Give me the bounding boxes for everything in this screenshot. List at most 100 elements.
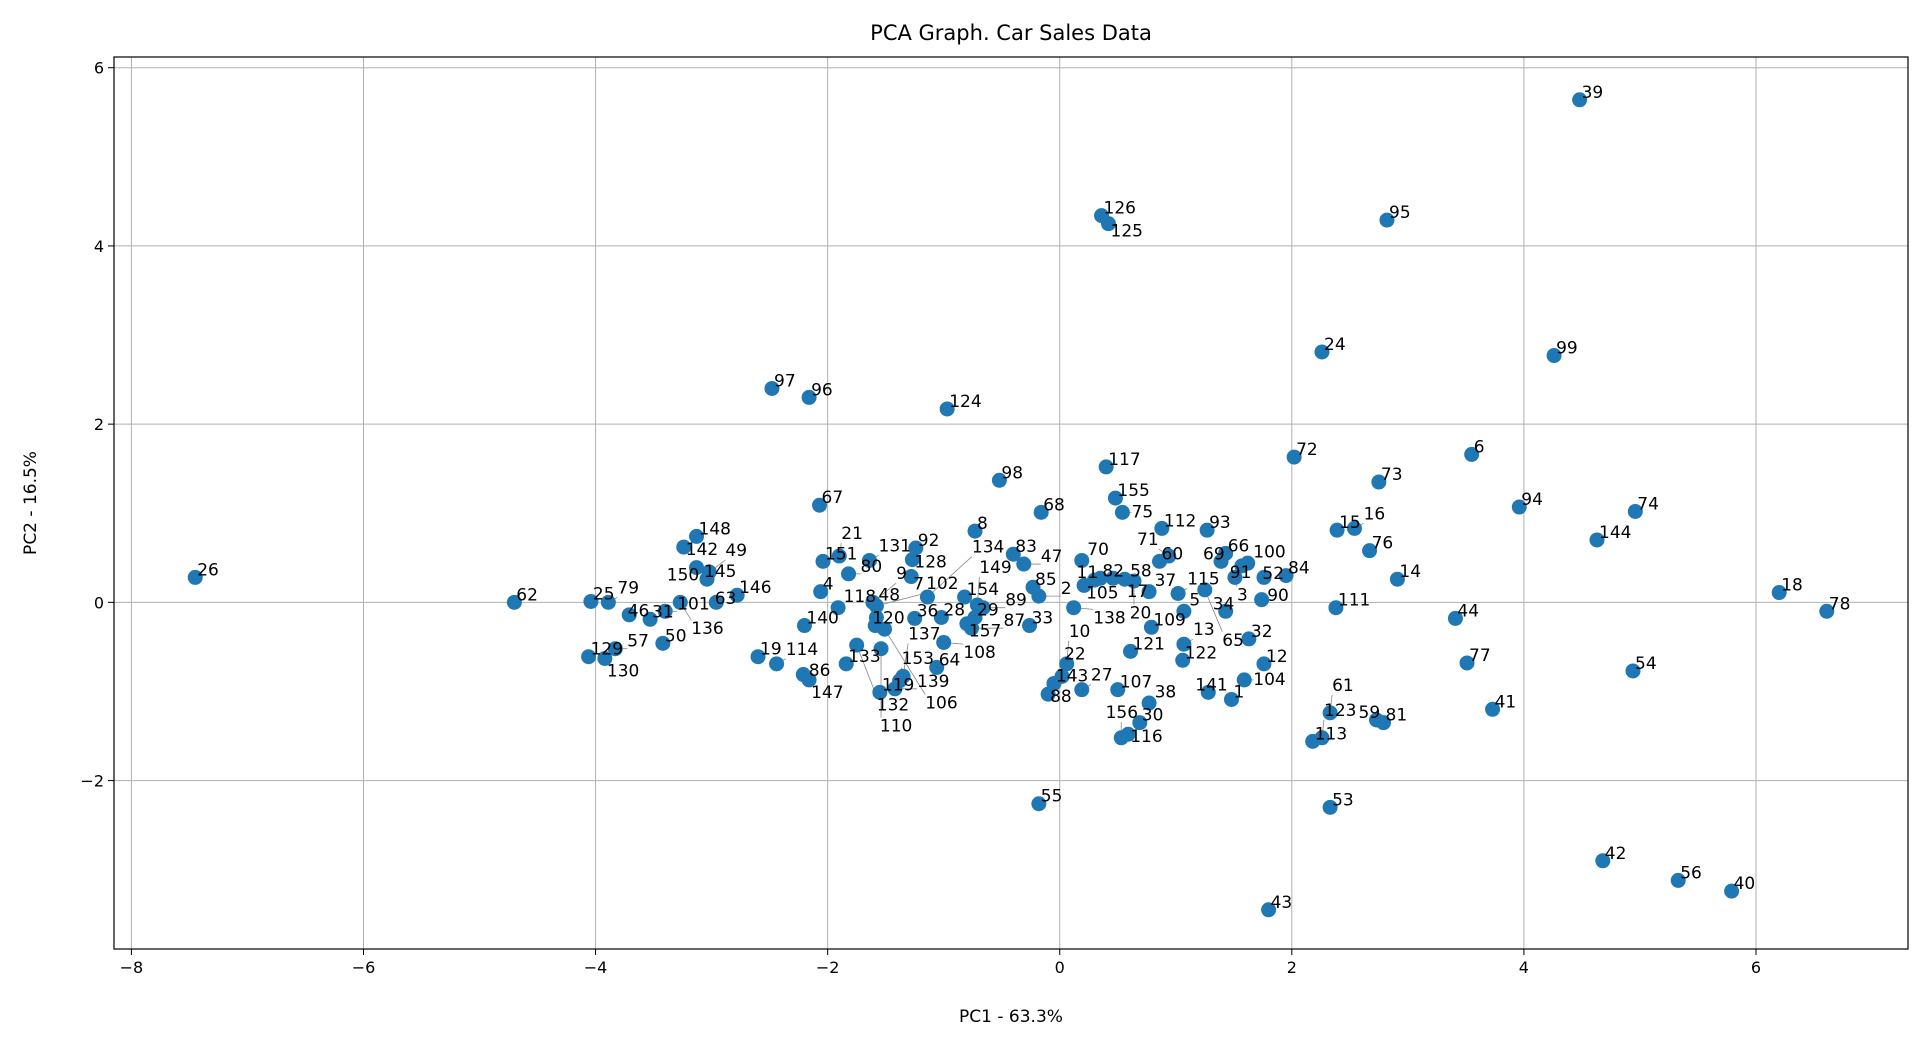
data-label: 40 <box>1734 874 1756 894</box>
data-point <box>1459 655 1475 671</box>
data-point <box>1154 520 1170 536</box>
data-point <box>887 681 903 697</box>
data-label: 157 <box>969 622 1001 642</box>
data-point <box>1371 474 1387 490</box>
data-point <box>187 569 203 585</box>
data-point <box>933 610 949 626</box>
data-point <box>1066 600 1082 616</box>
data-label: 92 <box>918 531 940 551</box>
data-label: 2 <box>1061 579 1072 599</box>
data-point <box>1329 522 1345 538</box>
label-leader-line <box>876 592 927 607</box>
data-point <box>1485 701 1501 717</box>
y-tick-label: 0 <box>94 593 104 612</box>
data-label: 65 <box>1222 631 1244 651</box>
data-label: 97 <box>774 372 796 392</box>
data-point <box>1005 546 1021 562</box>
data-point <box>1627 503 1643 519</box>
data-point <box>1107 490 1123 506</box>
data-label: 52 <box>1262 564 1284 584</box>
data-point <box>838 656 854 672</box>
data-point <box>1105 570 1121 586</box>
data-label: 125 <box>1111 222 1143 242</box>
data-label: 153 <box>902 649 934 669</box>
data-point <box>861 552 877 568</box>
data-label: 53 <box>1332 790 1354 810</box>
data-label: 148 <box>699 519 731 539</box>
data-label: 41 <box>1495 692 1517 712</box>
data-label: 74 <box>1637 495 1659 515</box>
data-point <box>1464 446 1480 462</box>
data-point <box>936 634 952 650</box>
data-point <box>1546 348 1562 364</box>
data-point <box>831 548 847 564</box>
data-label: 72 <box>1296 440 1318 460</box>
data-point <box>1074 552 1090 568</box>
data-label: 3 <box>1237 585 1248 605</box>
data-label: 29 <box>977 601 999 621</box>
data-point <box>959 616 975 632</box>
data-label: 36 <box>917 601 939 621</box>
data-label: 88 <box>1050 687 1072 707</box>
data-label: 140 <box>806 609 838 629</box>
data-point <box>830 600 846 616</box>
data-point <box>750 649 766 665</box>
data-points <box>187 92 1835 918</box>
data-label: 17 <box>1127 582 1149 602</box>
data-point <box>1113 730 1129 746</box>
grid <box>114 57 1908 949</box>
data-label: 109 <box>1153 610 1185 630</box>
data-point <box>689 528 705 544</box>
data-point <box>1199 522 1215 538</box>
x-tick-label: −8 <box>120 958 144 977</box>
data-point <box>1595 853 1611 869</box>
data-point <box>1110 682 1126 698</box>
data-label: 143 <box>1056 666 1088 686</box>
data-label: 126 <box>1104 199 1136 219</box>
data-label: 112 <box>1164 511 1196 531</box>
data-label: 79 <box>617 578 639 598</box>
data-label: 7 <box>913 575 924 595</box>
data-point <box>1031 588 1047 604</box>
data-label: 98 <box>1001 463 1023 483</box>
x-tick-label: 6 <box>1751 958 1761 977</box>
label-leader-line <box>1204 589 1223 632</box>
data-point <box>903 569 919 585</box>
chart-title: PCA Graph. Car Sales Data <box>870 21 1152 45</box>
data-point <box>865 594 881 610</box>
data-label: 121 <box>1133 634 1165 654</box>
data-point <box>1254 592 1270 608</box>
data-label: 80 <box>861 557 883 577</box>
data-label: 90 <box>1267 586 1289 606</box>
data-label: 149 <box>979 558 1011 578</box>
data-label: 108 <box>963 643 995 663</box>
data-label: 156 <box>1106 703 1138 723</box>
data-label: 63 <box>715 589 737 609</box>
data-label: 14 <box>1399 562 1421 582</box>
data-label: 150 <box>667 565 699 585</box>
data-point <box>929 659 945 675</box>
data-label: 30 <box>1142 706 1164 726</box>
data-point <box>600 594 616 610</box>
data-label: 110 <box>880 717 912 737</box>
data-label: 144 <box>1599 523 1631 543</box>
data-label: 147 <box>811 683 843 703</box>
data-point <box>1197 582 1213 598</box>
data-label: 9 <box>896 564 907 584</box>
data-label: 85 <box>1035 570 1057 590</box>
data-label: 31 <box>652 602 674 622</box>
data-point <box>1176 603 1192 619</box>
data-point <box>1314 730 1330 746</box>
plot-frame <box>113 56 1909 950</box>
data-point <box>607 641 623 657</box>
data-label: 101 <box>677 594 709 614</box>
data-point <box>1234 558 1250 574</box>
data-label: 96 <box>811 380 833 400</box>
data-label: 18 <box>1781 576 1803 596</box>
data-point <box>1375 715 1391 731</box>
data-label: 87 <box>1004 611 1026 631</box>
data-label: 10 <box>1069 622 1091 642</box>
data-label: 151 <box>825 544 857 564</box>
data-label: 124 <box>949 392 981 412</box>
data-point <box>1572 92 1588 108</box>
